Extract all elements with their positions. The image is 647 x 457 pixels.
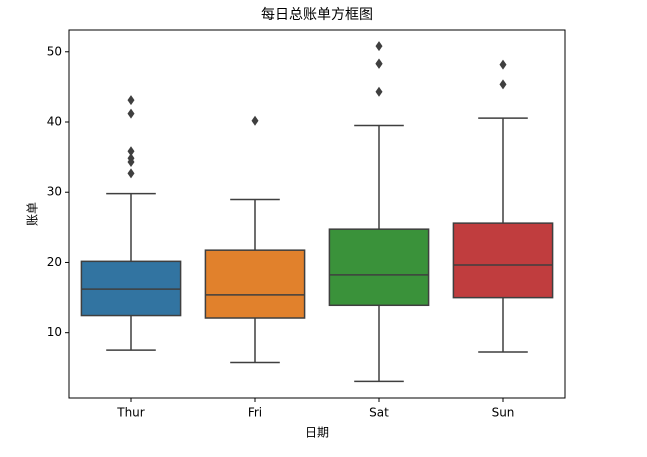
outlier <box>375 86 383 97</box>
outlier <box>499 79 507 90</box>
y-axis-label: 账单 <box>26 202 40 226</box>
x-tick-label: Sat <box>369 406 389 420</box>
box <box>204 249 306 319</box>
x-axis-label: 日期 <box>305 426 329 440</box>
plot-frame <box>68 29 566 399</box>
outlier <box>127 95 135 106</box>
x-tick-label: Sun <box>492 406 515 420</box>
x-tick-label: Thur <box>116 406 145 420</box>
box <box>452 222 554 299</box>
x-tick-label: Fri <box>248 406 262 420</box>
outlier <box>127 108 135 119</box>
outlier <box>251 115 259 126</box>
chart-title: 每日总账单方框图 <box>261 7 373 23</box>
outlier <box>375 41 383 52</box>
y-tick-label: 30 <box>47 185 62 199</box>
outlier <box>127 157 135 168</box>
y-tick-label: 20 <box>47 255 62 269</box>
outlier <box>375 58 383 69</box>
y-tick-label: 10 <box>47 325 62 339</box>
y-tick-label: 40 <box>47 115 62 129</box>
box <box>328 228 430 307</box>
outlier <box>127 146 135 157</box>
y-tick-label: 50 <box>47 44 62 58</box>
outlier <box>499 59 507 70</box>
outlier <box>127 168 135 179</box>
